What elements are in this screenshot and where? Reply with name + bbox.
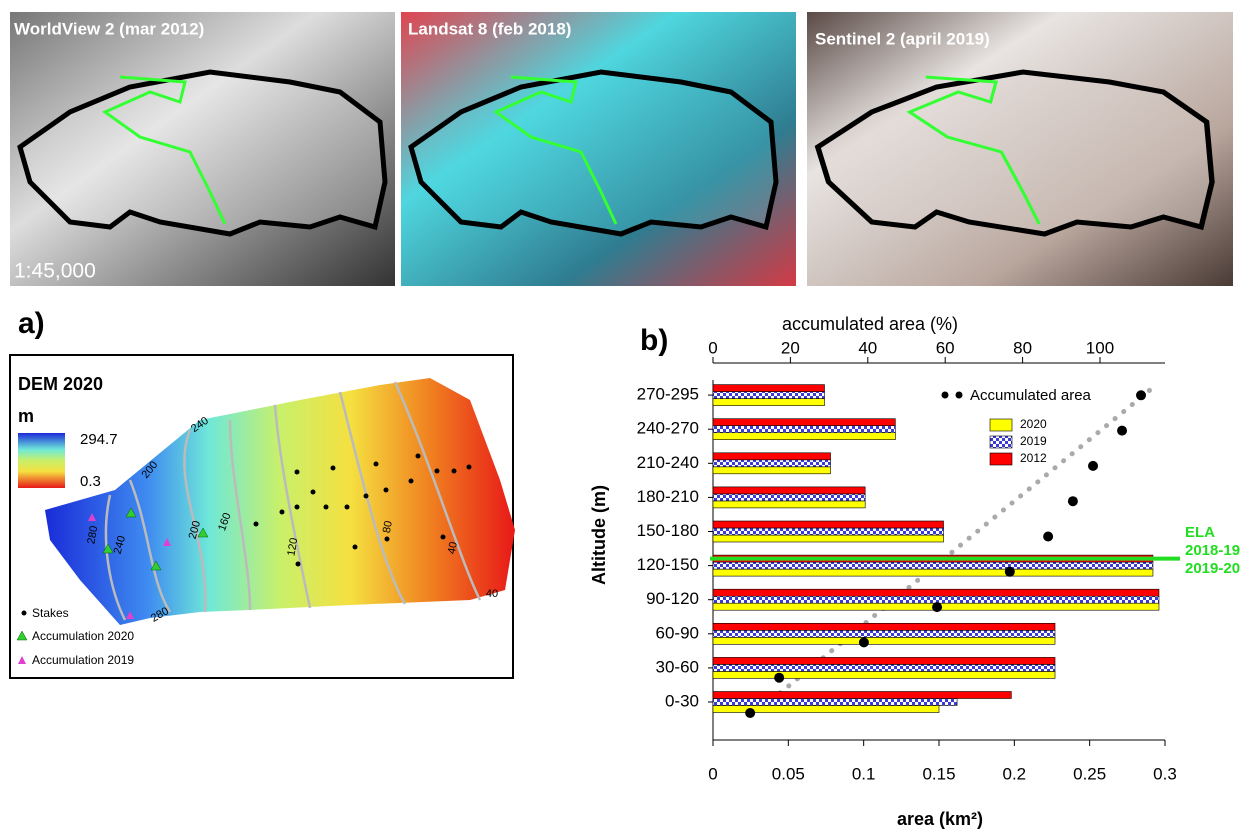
accumulated-point <box>1088 461 1098 471</box>
bar <box>713 562 1153 569</box>
bar <box>713 596 1159 603</box>
x-tick-label: 0.1 <box>852 764 876 783</box>
bar <box>713 623 1055 630</box>
legend-swatch <box>990 436 1012 448</box>
panel-label: a) <box>18 307 45 340</box>
legend-marker <box>956 392 963 399</box>
annotation: ELA <box>1185 524 1215 541</box>
bar <box>713 637 1055 644</box>
legend-label: Accumulated area <box>970 387 1092 404</box>
accumulated-point <box>1043 532 1053 542</box>
legend-label: 2019 <box>1020 434 1047 448</box>
annotation: 2018-19 <box>1185 542 1240 559</box>
image-label: WorldView 2 (mar 2012) <box>14 19 204 38</box>
contour-label: 40 <box>486 588 498 600</box>
accumulated-point <box>859 637 869 647</box>
image-label: Sentinel 2 (april 2019) <box>815 29 990 48</box>
y-axis-title: Altitude (m) <box>589 485 609 585</box>
bar <box>713 487 865 494</box>
map-legend: Stakes <box>32 606 69 620</box>
bar <box>713 699 957 706</box>
x2-tick-label: 60 <box>936 338 955 357</box>
x2-tick-label: 0 <box>708 338 717 357</box>
colorbar-label: 294.7 <box>80 431 118 448</box>
legend-marker <box>942 392 949 399</box>
accumulated-point <box>745 708 755 718</box>
x2-axis-title: accumulated area (%) <box>782 314 958 334</box>
x-tick-label: 0.05 <box>772 764 805 783</box>
satellite-images: WorldView 2 (mar 2012) Landsat 8 (feb 20… <box>10 12 1233 286</box>
x-tick-label: 0.15 <box>922 764 955 783</box>
x-tick-label: 0.25 <box>1073 764 1106 783</box>
contour-label: 40 <box>446 541 460 555</box>
y-tick-label: 0-30 <box>665 691 699 710</box>
bar <box>713 501 865 508</box>
legend-swatch <box>990 419 1012 431</box>
contour-label: 80 <box>381 520 395 534</box>
legend-label: 2020 <box>1020 417 1047 431</box>
accumulated-point <box>774 673 784 683</box>
y-tick-label: 150-180 <box>637 521 699 540</box>
legend-swatch <box>990 453 1012 465</box>
accumulated-point <box>1005 567 1015 577</box>
bar <box>713 589 1159 596</box>
image-label: Landsat 8 (feb 2018) <box>408 19 571 38</box>
x2-tick-label: 80 <box>1013 338 1032 357</box>
bar <box>713 385 824 392</box>
bar <box>713 467 831 474</box>
scale-label: 1:45,000 <box>14 260 96 283</box>
bar <box>713 426 895 433</box>
bar <box>713 453 831 460</box>
colorbar <box>18 433 65 488</box>
x-tick-label: 0.2 <box>1003 764 1027 783</box>
accumulated-point <box>1068 496 1078 506</box>
x2-tick-label: 40 <box>858 338 877 357</box>
accumulated-point <box>1136 390 1146 400</box>
map-legend: Accumulation 2019 <box>32 653 134 667</box>
x-tick-label: 0 <box>708 764 717 783</box>
x-tick-label: 0.3 <box>1153 764 1177 783</box>
bar <box>713 569 1153 576</box>
x-axis-title: area (km²) <box>897 809 983 829</box>
accumulated-point <box>932 602 942 612</box>
legend-label: 2012 <box>1020 451 1047 465</box>
y-tick-label: 90-120 <box>646 589 699 608</box>
figure: WorldView 2 (mar 2012) Landsat 8 (feb 20… <box>0 0 1244 833</box>
bar <box>713 630 1055 637</box>
y-tick-label: 60-90 <box>656 623 699 642</box>
bar <box>713 664 1055 671</box>
bar <box>713 392 824 399</box>
bar <box>713 399 824 406</box>
bar <box>713 419 895 426</box>
y-tick-label: 270-295 <box>637 385 699 404</box>
annotation: 2019-20 <box>1185 560 1240 577</box>
bar <box>713 494 865 501</box>
dem-map: a) DEM 2020 m 294.7 0.3 Stakes Accumulat… <box>10 307 515 678</box>
x2-tick-label: 100 <box>1086 338 1114 357</box>
bar <box>713 521 944 528</box>
y-tick-label: 240-270 <box>637 419 699 438</box>
bar <box>713 528 944 535</box>
bar-chart: 0 0.05 0.1 0.15 0.2 0.25 0.3 0 20 40 60 80 100 area (… <box>589 314 1240 829</box>
map-legend: Accumulation 2020 <box>32 629 134 643</box>
map-unit: m <box>18 406 34 426</box>
bar <box>713 460 831 467</box>
map-title: DEM 2020 <box>18 374 103 394</box>
accumulated-point <box>1117 426 1127 436</box>
panel-label: b) <box>640 324 668 357</box>
bar <box>713 692 1011 699</box>
x2-tick-label: 20 <box>781 338 800 357</box>
bar <box>713 671 1055 678</box>
bar <box>713 433 895 440</box>
y-tick-label: 120-150 <box>637 555 699 574</box>
bar <box>713 535 944 542</box>
bar <box>713 657 1055 664</box>
y-tick-label: 30-60 <box>656 657 699 676</box>
y-tick-label: 180-210 <box>637 487 699 506</box>
y-tick-label: 210-240 <box>637 453 699 472</box>
colorbar-label: 0.3 <box>80 473 101 490</box>
